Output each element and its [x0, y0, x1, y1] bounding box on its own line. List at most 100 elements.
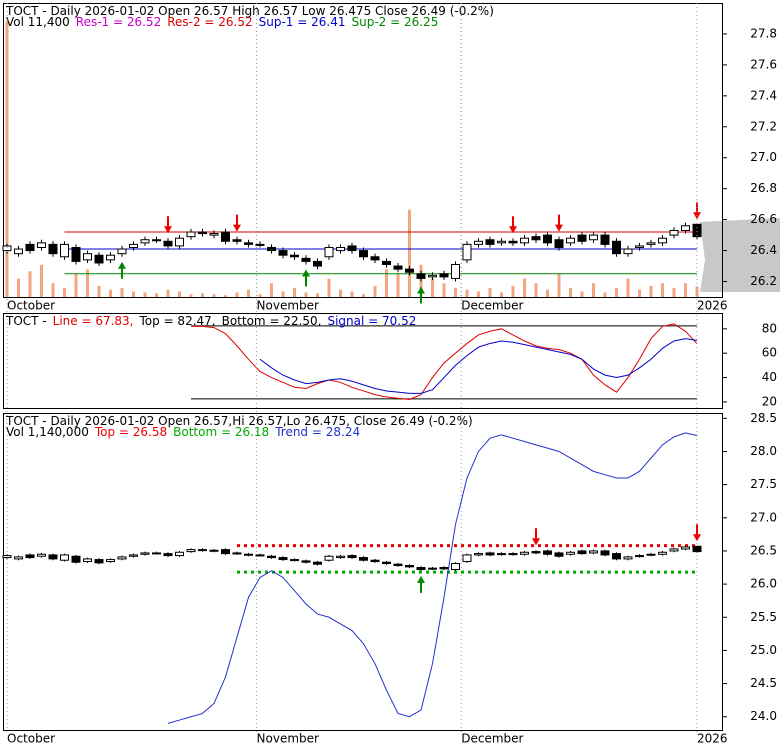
candle-body — [669, 229, 679, 236]
candle-body — [439, 273, 449, 278]
candle-body — [531, 236, 541, 241]
x-tick-label: November — [257, 732, 319, 745]
candle-body — [531, 551, 541, 554]
candle-body — [83, 558, 92, 563]
candle-body — [543, 234, 552, 244]
candle-body — [71, 555, 81, 563]
panel-header: TOCT - Daily 2026-01-02 Open 26.57,Hi 26… — [5, 414, 473, 428]
volume-bar — [477, 291, 480, 297]
x-tick-label: November — [257, 299, 319, 313]
candle-body — [129, 243, 138, 248]
header-item: TOCT - Daily 2026-01-02 Open 26.57,Hi 26… — [5, 414, 473, 428]
candle-body — [25, 243, 35, 252]
down-arrow — [233, 214, 241, 232]
candle-body — [646, 242, 656, 245]
y-tick-label: 25.5 — [750, 610, 777, 624]
candle-body — [646, 553, 656, 556]
volume-bar — [592, 283, 595, 297]
line-series — [259, 338, 698, 394]
candle-body — [577, 234, 587, 242]
candle-body — [416, 567, 426, 571]
volume-bar — [97, 285, 101, 297]
header-item: Vol 1,140,000 — [6, 425, 89, 439]
candle-body — [681, 225, 690, 231]
volume-bar — [534, 283, 538, 297]
candle-body — [140, 239, 150, 244]
header-item: Sup-1 = 26.41 — [259, 15, 346, 29]
candle-body — [163, 553, 173, 557]
y-tick-label: 28.0 — [750, 444, 777, 458]
y-tick-label: 60 — [762, 346, 777, 360]
candle-body — [393, 265, 403, 270]
y-tick-label: 27.0 — [750, 510, 777, 524]
down-arrow — [693, 524, 701, 542]
volume-bar — [672, 287, 676, 297]
header-item: TOCT - — [5, 314, 47, 328]
candle-body — [393, 563, 403, 567]
candle-body — [451, 264, 460, 279]
volume-bar — [293, 287, 296, 297]
y-tick-label: 28.5 — [750, 411, 777, 425]
candle-body — [198, 231, 207, 235]
volume-bar — [454, 287, 457, 297]
candle-body — [267, 555, 276, 559]
y-tick-label: 24.5 — [750, 676, 777, 690]
candle-body — [255, 554, 265, 557]
y-tick-label: 80 — [762, 321, 777, 335]
candle-body — [566, 551, 575, 555]
volume-bar — [442, 283, 446, 297]
volume-bar — [86, 269, 89, 297]
header-item: Vol 11,400 — [6, 15, 70, 29]
candle-body — [221, 231, 230, 242]
candle-body — [117, 248, 127, 255]
candle-body — [175, 551, 184, 557]
panel-header: TOCT - Line = 67.83, Top = 82.47, Bottom = … — [5, 314, 416, 328]
y-tick-label: 24.0 — [750, 709, 777, 723]
candle-body — [439, 567, 449, 570]
candle-body — [37, 242, 46, 248]
volume-bar — [408, 209, 411, 297]
volume-bar — [155, 293, 158, 297]
candle-body — [336, 246, 345, 252]
volume-bar — [316, 293, 319, 297]
candle-body — [186, 231, 196, 238]
volume-bar — [258, 294, 262, 297]
panel-frame — [3, 413, 723, 731]
candle-body — [462, 243, 472, 261]
up-arrow — [417, 286, 425, 304]
candle-body — [152, 239, 161, 242]
volume-bar — [569, 287, 572, 297]
y-tick-label: 26.8 — [750, 181, 777, 195]
candle-body — [313, 260, 322, 267]
candle-body — [2, 555, 12, 559]
candle-body — [485, 552, 495, 556]
volume-bar — [270, 283, 273, 297]
candle-body — [140, 552, 150, 555]
header-item: Top = 26.58 — [94, 425, 167, 439]
candle-body — [324, 246, 334, 258]
y-tick-label: 25.0 — [750, 643, 777, 657]
panel-header: TOCT - Daily 2026-01-02 Open 26.57 High … — [5, 4, 494, 18]
candle-body — [301, 560, 311, 563]
volume-bar — [40, 264, 43, 297]
y-tick-label: 27.8 — [750, 26, 777, 40]
candle-body — [209, 233, 219, 236]
volume-bar — [143, 292, 147, 297]
candle-body — [589, 234, 598, 241]
volume-bar — [178, 291, 181, 297]
volume-bar — [235, 292, 239, 297]
candle-body — [71, 246, 81, 262]
candle-body — [566, 237, 575, 244]
up-arrow — [417, 575, 425, 593]
y-tick-label: 26.6 — [750, 212, 777, 226]
candle-body — [278, 557, 288, 561]
volume-bar — [63, 287, 66, 297]
candle-body — [175, 237, 184, 247]
volume-bar — [465, 289, 469, 297]
volume-bar — [626, 278, 630, 297]
candle-body — [508, 553, 518, 556]
down-arrow — [164, 216, 172, 234]
y-tick-label: 20 — [762, 394, 777, 408]
